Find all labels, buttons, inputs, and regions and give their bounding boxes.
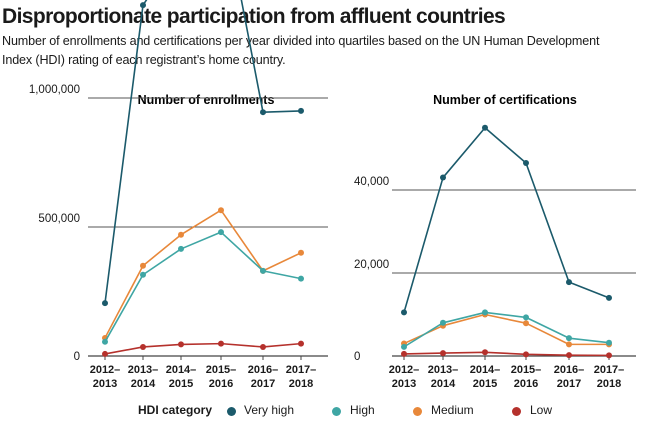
cert-point-very-high [401,309,407,316]
cert-point-high [606,339,612,346]
cert-point-low [566,352,572,359]
cert-y-tick-label: 0 [354,351,360,363]
enroll-point-medium [298,249,304,256]
enroll-panel-title: Number of enrollments [138,93,275,107]
enroll-y-tick-label: 0 [74,351,80,363]
legend: HDI category Very high High Medium Low [0,399,650,419]
cert-line-low [403,351,610,357]
legend-label-low: Low [530,403,553,417]
legend-label-very-high: Very high [244,403,295,417]
legend-label-medium: Medium [431,403,474,417]
cert-point-high [440,319,446,326]
cert-x-tick-label: 2016– 2017 [554,364,585,390]
cert-y-tick-label: 40,000 [354,176,389,188]
cert-point-low [482,349,488,356]
cert-point-very-high [523,160,529,167]
legend-label-high: High [350,403,375,417]
cert-point-medium [523,320,529,327]
cert-point-low [606,352,612,359]
enroll-point-high [298,275,304,282]
cert-panel-title: Number of certifications [433,93,577,107]
legend-marker-low [512,407,521,416]
cert-point-medium [566,341,572,348]
enroll-line-medium [104,209,302,339]
enroll-x-tick-label: 2013– 2014 [128,364,159,390]
enroll-point-very-high [298,107,304,114]
enroll-line-high [104,231,302,343]
cert-point-low [440,350,446,357]
enroll-point-very-high [102,300,108,307]
legend-marker-medium [413,407,422,416]
cert-x-tick-label: 2017– 2018 [594,364,625,390]
cert-point-high [523,314,529,321]
enroll-point-low [178,341,184,348]
legend-heading: HDI category [138,403,213,417]
cert-point-high [566,335,572,342]
enroll-x-tick-label: 2016– 2017 [248,364,279,390]
enroll-x-tick-label: 2015– 2016 [206,364,237,390]
enroll-point-very-high [260,109,266,116]
enroll-point-high [260,267,266,274]
cert-point-very-high [606,294,612,301]
enroll-point-low [298,340,304,347]
legend-marker-very-high [227,407,236,416]
enroll-point-high [178,245,184,252]
cert-x-tick-label: 2015– 2016 [511,364,542,390]
cert-line-medium [403,313,609,346]
cert-point-low [401,350,407,357]
cert-point-very-high [566,279,572,286]
enroll-point-high [102,338,108,345]
enroll-x-tick-label: 2014– 2015 [166,364,197,390]
cert-point-high [482,309,488,316]
enroll-point-very-high [140,2,146,9]
enroll-x-tick-label: 2017– 2018 [286,364,317,390]
cert-y-tick-label: 20,000 [354,259,389,271]
cert-x-tick-label: 2012– 2013 [389,364,420,390]
chart-title: Disproportionate participation from affl… [2,5,506,28]
enroll-point-high [140,271,146,278]
enroll-point-low [218,340,224,347]
enroll-point-low [102,350,108,357]
cert-point-high [401,343,407,350]
enroll-y-tick-label: 1,000,000 [29,84,80,96]
enroll-x-tick-label: 2012– 2013 [90,364,121,390]
enroll-line-low [104,342,302,355]
enroll-point-medium [140,262,146,269]
enroll-line-very-high [104,0,302,304]
cert-x-tick-label: 2014– 2015 [470,364,501,390]
cert-point-very-high [440,174,446,181]
enroll-point-medium [178,231,184,238]
cert-point-very-high [482,124,488,131]
cert-point-low [523,351,529,358]
enroll-point-high [218,229,224,236]
cert-x-tick-label: 2013– 2014 [428,364,459,390]
cert-line-high [403,311,610,348]
chart-subtitle: Number of enrollments and certifications… [2,34,600,67]
legend-marker-high [332,407,341,416]
enroll-point-low [140,343,146,350]
enroll-point-low [260,343,266,350]
cert-line-very-high [403,126,610,313]
enroll-y-tick-label: 500,000 [38,213,80,225]
enroll-point-medium [218,207,224,214]
